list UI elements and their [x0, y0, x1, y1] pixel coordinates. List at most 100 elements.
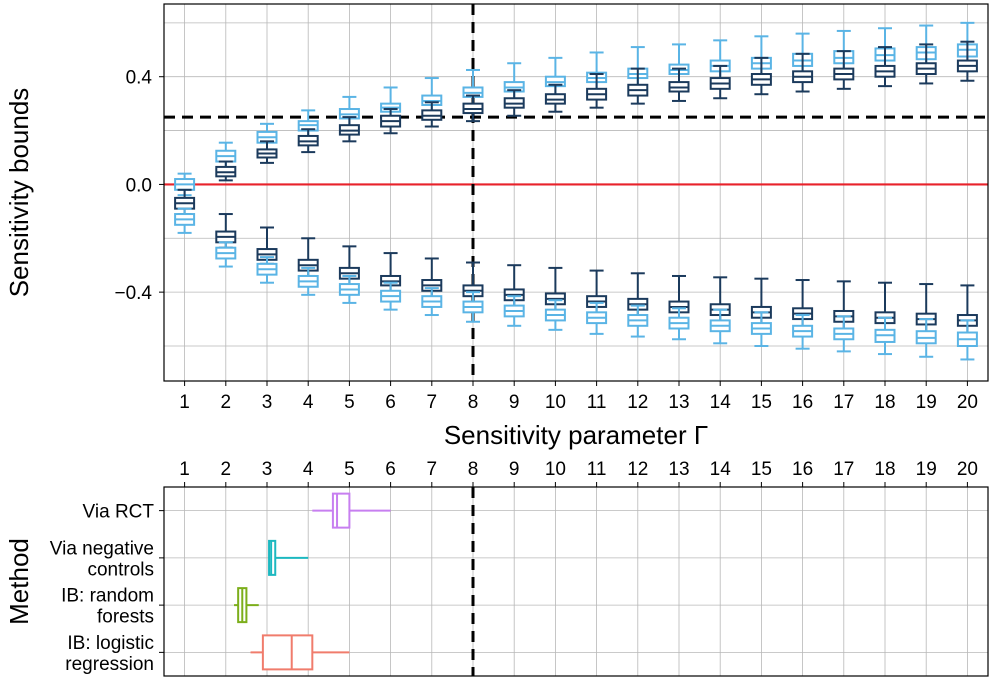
boxplot-light-lower: [421, 287, 443, 317]
x-tick-label: 17: [833, 459, 854, 480]
boxplot-light-lower: [462, 291, 484, 323]
boxplot-light-lower: [915, 318, 937, 358]
x-tick-label: 9: [509, 392, 520, 413]
x-tick-label: 2: [221, 392, 232, 413]
boxplot-light-lower: [874, 316, 896, 356]
boxplot-light-lower: [544, 299, 566, 331]
method-category-label-line: Via RCT: [83, 502, 155, 523]
boxplot-light-lower: [174, 207, 196, 234]
boxplot-light-lower: [586, 301, 608, 335]
bottom-gridlines: [164, 487, 988, 676]
x-tick-label: 8: [468, 459, 479, 480]
x-tick-label: 17: [833, 392, 854, 413]
x-tick-label: 1: [179, 392, 190, 413]
boxplot-light-lower: [297, 266, 319, 296]
top-reference-lines: [164, 4, 988, 381]
boxplot-dark-upper: [544, 83, 566, 113]
boxplot-dark-upper: [750, 56, 772, 96]
method-category-label-line: IB: logistic: [67, 633, 154, 654]
method-category-label-line: forests: [97, 607, 154, 628]
x-axis-label: Sensitivity parameter Γ: [444, 420, 708, 450]
bottom-plot-frame: [163, 486, 989, 677]
x-tick-label: 14: [710, 392, 732, 413]
boxplot-light-lower: [256, 256, 278, 284]
x-tick-label: 4: [303, 459, 314, 480]
boxplot-dark-upper: [874, 46, 896, 88]
method-axis-label: Method: [4, 538, 34, 625]
x-tick-label: 7: [427, 459, 438, 480]
bottom-panel: 1 2 3 4 5 6 7 8 9 10 11 12 13 14 15 16 17 18 19 20 Via RCTV…: [4, 459, 989, 677]
x-tick-label: 4: [303, 392, 314, 413]
boxplot-light-lower: [792, 314, 814, 350]
boxplot-light-lower: [750, 311, 772, 347]
x-tick-label: 10: [545, 392, 566, 413]
x-tick-label: 13: [668, 392, 689, 413]
method-category-label-line: regression: [65, 654, 154, 675]
boxplot-light-lower: [833, 315, 855, 353]
x-tick-label: 19: [916, 392, 937, 413]
x-tick-label: 12: [627, 459, 648, 480]
x-tick-label: 1: [179, 459, 190, 480]
boxplot-dark-upper: [503, 89, 525, 117]
boxplot-light-lower: [627, 304, 649, 338]
x-tick-label: 6: [385, 459, 396, 480]
x-tick-label: 3: [262, 459, 273, 480]
method-category-labels: Via RCT Via negative controls IB: random for…: [50, 502, 164, 675]
boxplot-light-lower: [668, 307, 690, 341]
boxplot-dark-upper: [215, 160, 237, 182]
top-y-tick-labels: 0.4 0.0 −0.4: [114, 68, 164, 304]
boxplot-dark-upper: [668, 67, 690, 102]
x-tick-label: 11: [587, 392, 607, 413]
x-tick-label: 9: [509, 459, 520, 480]
x-tick-label: 20: [957, 392, 978, 413]
boxplot-dark-upper: [256, 140, 278, 164]
method-category-label: Via RCT: [83, 502, 155, 523]
x-tick-label: 18: [874, 459, 895, 480]
x-tick-label: 10: [545, 459, 566, 480]
boxplot-dark-upper: [338, 116, 360, 143]
x-tick-label: 12: [627, 392, 648, 413]
box-iqr: [261, 634, 314, 671]
boxplot-dark-upper: [709, 64, 731, 100]
x-tick-label: 6: [385, 392, 396, 413]
boxplot-dark-upper: [833, 50, 855, 90]
x-tick-label: 7: [427, 392, 438, 413]
boxplot-dark-upper: [421, 101, 443, 128]
boxplot-light-lower: [215, 241, 237, 268]
boxplot-dark-upper: [792, 52, 814, 93]
method-boxplot: [268, 539, 309, 576]
x-tick-label: 2: [221, 459, 232, 480]
boxplot-light-lower: [338, 274, 360, 304]
x-tick-label: 16: [792, 392, 813, 413]
boxplot-dark-upper: [297, 128, 319, 154]
x-tick-label: 5: [344, 459, 355, 480]
method-boxplot: [250, 634, 350, 671]
boxplot-light-lower: [503, 295, 525, 327]
x-tick-label: 20: [957, 459, 978, 480]
y-tick-label: −0.4: [114, 283, 152, 304]
boxplot-dark-upper: [915, 43, 937, 85]
x-tick-label: 19: [916, 459, 937, 480]
method-category-label: IB: random forests: [61, 586, 154, 628]
box-iqr: [268, 539, 277, 576]
boxplot-dark-upper: [627, 67, 649, 105]
top-gridlines: [164, 4, 988, 381]
method-category-label: Via negative controls: [50, 538, 154, 580]
method-boxplot: [234, 587, 259, 624]
method-boxplot: [312, 492, 391, 529]
x-tick-label: 15: [751, 459, 772, 480]
x-tick-label: 13: [668, 459, 689, 480]
x-tick-label: 18: [874, 392, 895, 413]
boxplot-dark-upper: [586, 73, 608, 109]
method-category-label-line: Via negative: [50, 538, 154, 559]
method-category-label-line: IB: random: [61, 586, 154, 607]
x-tick-label: 14: [710, 459, 732, 480]
method-boxplots: [234, 492, 391, 671]
top-panel: 1 2 3 4 5 6 7 8 9 10 11 12 13 14 15 16 17 18 19 20 0.40.0−0…: [4, 3, 989, 450]
top-boxplots: [174, 21, 978, 361]
method-category-label: IB: logistic regression: [65, 633, 154, 675]
top-x-tick-labels: 1 2 3 4 5 6 7 8 9 10 11 12 13 14 15 16 17 18 19 20: [179, 381, 978, 413]
boxplot-light-lower: [709, 308, 731, 345]
boxplot-dark-upper: [956, 40, 978, 82]
